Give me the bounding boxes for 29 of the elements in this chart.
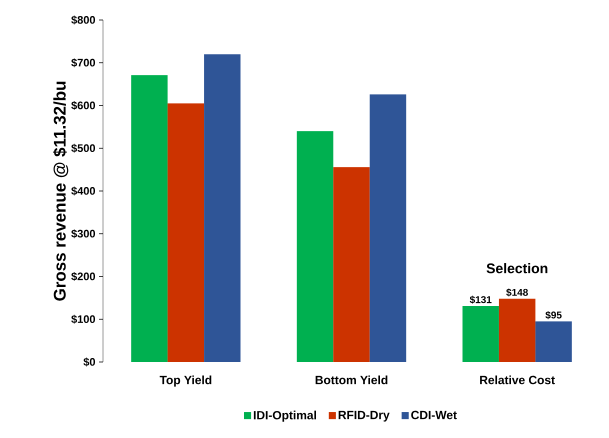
data-label: $148 (506, 288, 528, 297)
y-tick-label: $400 (71, 186, 96, 196)
legend-label: IDI-Optimal (254, 410, 316, 422)
bar (333, 167, 370, 362)
y-tick-label: $600 (71, 101, 96, 110)
y-tick-label: $300 (71, 229, 96, 238)
bar (370, 94, 406, 362)
y-tick-label: $800 (71, 16, 96, 24)
annotation: Selection (486, 263, 548, 274)
x-tick-label: Top Yield (160, 375, 212, 387)
bar (535, 321, 572, 362)
data-label: $95 (545, 311, 562, 320)
bar (204, 54, 241, 362)
y-tick-label: $500 (71, 144, 96, 153)
y-tick-label: $100 (71, 314, 96, 324)
bar (131, 75, 168, 362)
bar (168, 103, 204, 362)
legend-label: CDI-Wet (411, 410, 457, 420)
bar (462, 306, 499, 362)
y-tick-label: $200 (71, 272, 96, 281)
y-tick-label: $0 (83, 358, 96, 366)
bar (296, 131, 334, 362)
y-axis-title: Gross revenue @ $11.32/bu (53, 82, 68, 301)
x-tick-label: Relative Cost (480, 375, 555, 384)
bar (498, 298, 536, 362)
data-label: $131 (470, 296, 492, 304)
legend-label: RFID-Dry (338, 410, 390, 422)
y-tick-label: $700 (71, 58, 96, 68)
x-tick-label: Bottom Yield (316, 375, 388, 384)
